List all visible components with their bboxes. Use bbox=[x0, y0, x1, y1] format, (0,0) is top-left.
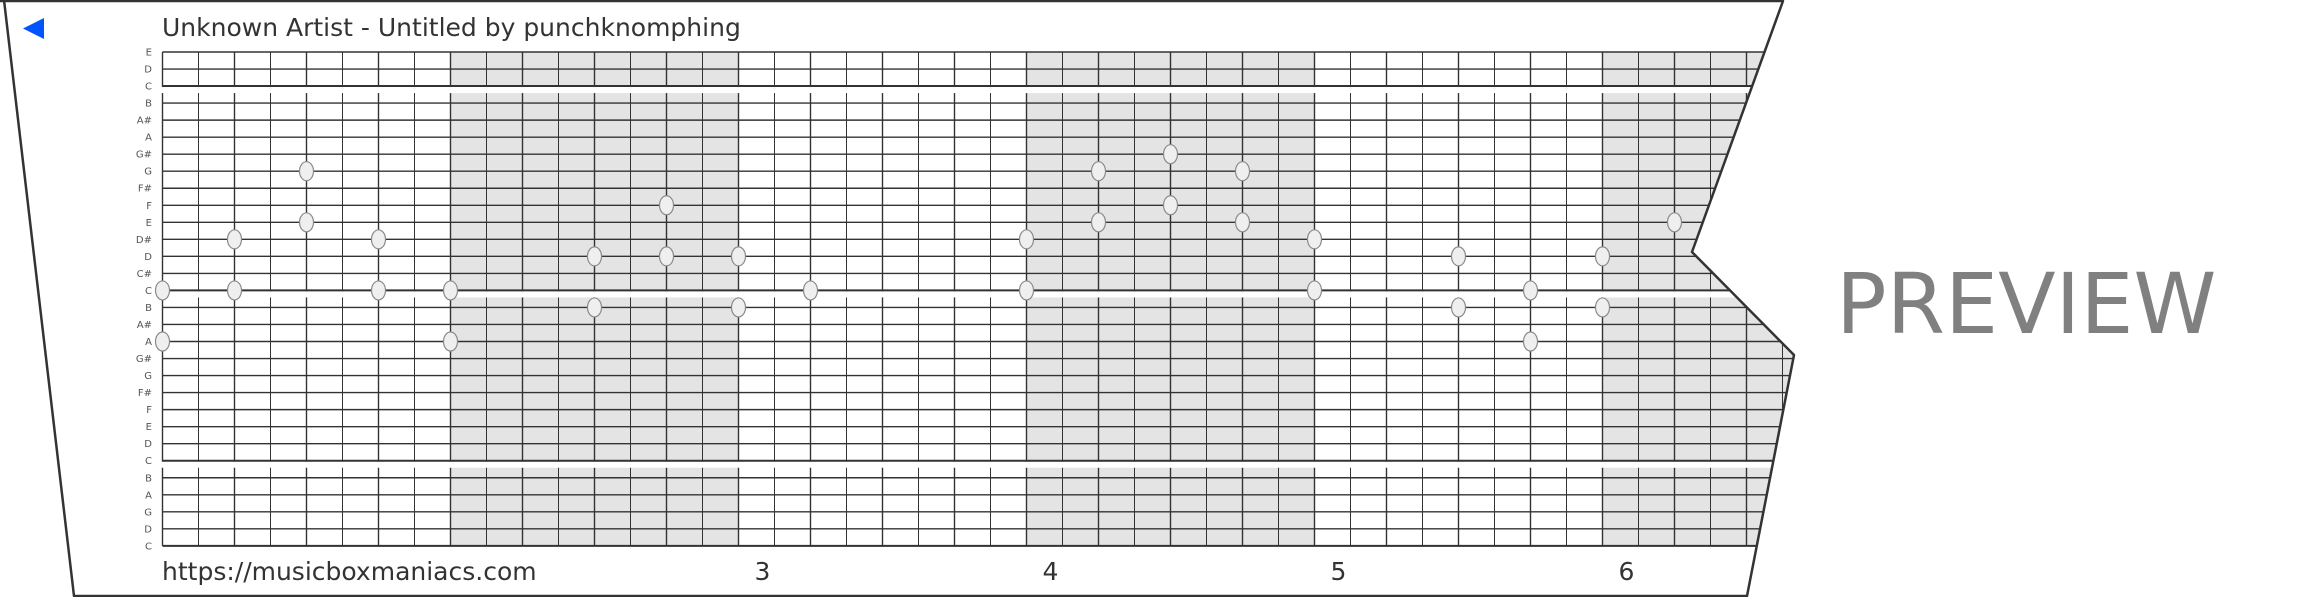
pitch-label: E bbox=[146, 422, 152, 433]
punched-note bbox=[658, 246, 675, 267]
pitch-label: A bbox=[145, 490, 152, 501]
pitch-label: A bbox=[145, 337, 152, 348]
punched-note bbox=[1162, 195, 1179, 216]
pitch-label: C bbox=[145, 286, 152, 297]
pitch-label: A bbox=[145, 133, 152, 144]
punched-note bbox=[1594, 246, 1611, 267]
pitch-label: F# bbox=[138, 388, 152, 399]
paper-outline bbox=[0, 0, 1796, 597]
bar-number: 4 bbox=[1043, 557, 1059, 586]
punched-note bbox=[1162, 144, 1179, 165]
pitch-label: F bbox=[146, 201, 152, 212]
pitch-label: G bbox=[144, 507, 152, 518]
pitch-label: G# bbox=[136, 354, 152, 365]
punched-note bbox=[586, 297, 603, 318]
bar-numbers: 3 4 5 6 bbox=[755, 557, 1635, 586]
pitch-label: D bbox=[144, 252, 152, 263]
punched-note bbox=[1090, 161, 1107, 182]
pitch-label: C bbox=[145, 541, 152, 552]
punched-note bbox=[802, 280, 819, 301]
punched-note bbox=[1522, 331, 1539, 352]
pitch-label: B bbox=[145, 99, 152, 110]
pitch-label: D bbox=[144, 65, 152, 76]
preview-watermark: PREVIEW bbox=[1836, 255, 2216, 353]
punched-note bbox=[1018, 229, 1035, 250]
punched-note bbox=[1522, 280, 1539, 301]
punched-note bbox=[226, 229, 243, 250]
pitch-label: B bbox=[145, 303, 152, 314]
pitch-label: D bbox=[144, 439, 152, 450]
punched-note bbox=[1234, 161, 1251, 182]
punched-note bbox=[298, 161, 315, 182]
punched-note bbox=[442, 280, 459, 301]
pitch-label: C# bbox=[137, 269, 152, 280]
punched-note bbox=[1018, 280, 1035, 301]
pitch-label: F# bbox=[138, 184, 152, 195]
punched-note bbox=[730, 246, 747, 267]
pitch-label: E bbox=[146, 218, 152, 229]
punched-note bbox=[370, 229, 387, 250]
punched-note bbox=[1234, 212, 1251, 233]
punched-note bbox=[1306, 229, 1323, 250]
pitch-label: D# bbox=[136, 235, 152, 246]
punched-note bbox=[226, 280, 243, 301]
back-triangle-icon[interactable] bbox=[23, 18, 44, 39]
bar-number: 5 bbox=[1331, 557, 1347, 586]
punched-note bbox=[1666, 212, 1683, 233]
punched-note bbox=[1306, 280, 1323, 301]
punched-note bbox=[586, 246, 603, 267]
pitch-label: B bbox=[145, 473, 152, 484]
pitch-label: A# bbox=[137, 320, 152, 331]
punched-note bbox=[298, 212, 315, 233]
pitch-label: C bbox=[145, 82, 152, 93]
punch-grid bbox=[154, 51, 1794, 547]
punched-note bbox=[658, 195, 675, 216]
pitch-label: G bbox=[144, 167, 152, 178]
pitch-label: G bbox=[144, 371, 152, 382]
site-url[interactable]: https://musicboxmaniacs.com bbox=[162, 557, 537, 586]
pitch-label: C bbox=[145, 456, 152, 467]
octave-gap bbox=[161, 461, 1794, 468]
punched-note bbox=[370, 280, 387, 301]
pitch-label: E bbox=[146, 48, 152, 59]
punched-note bbox=[1450, 246, 1467, 267]
punched-note bbox=[730, 297, 747, 318]
punched-note bbox=[154, 280, 171, 301]
punched-note bbox=[1090, 212, 1107, 233]
pitch-label: F bbox=[146, 405, 152, 416]
pitch-label: A# bbox=[137, 116, 152, 127]
punched-note bbox=[442, 331, 459, 352]
octave-gap bbox=[161, 291, 1794, 298]
song-title: Unknown Artist - Untitled by punchknomph… bbox=[162, 13, 741, 42]
pitch-label: D bbox=[144, 524, 152, 535]
punched-note bbox=[154, 331, 171, 352]
bar-number: 3 bbox=[755, 557, 771, 586]
punched-note bbox=[1450, 297, 1467, 318]
bar-number: 6 bbox=[1619, 557, 1635, 586]
octave-gap bbox=[161, 87, 1794, 94]
punched-note bbox=[1594, 297, 1611, 318]
pitch-label: G# bbox=[136, 150, 152, 161]
